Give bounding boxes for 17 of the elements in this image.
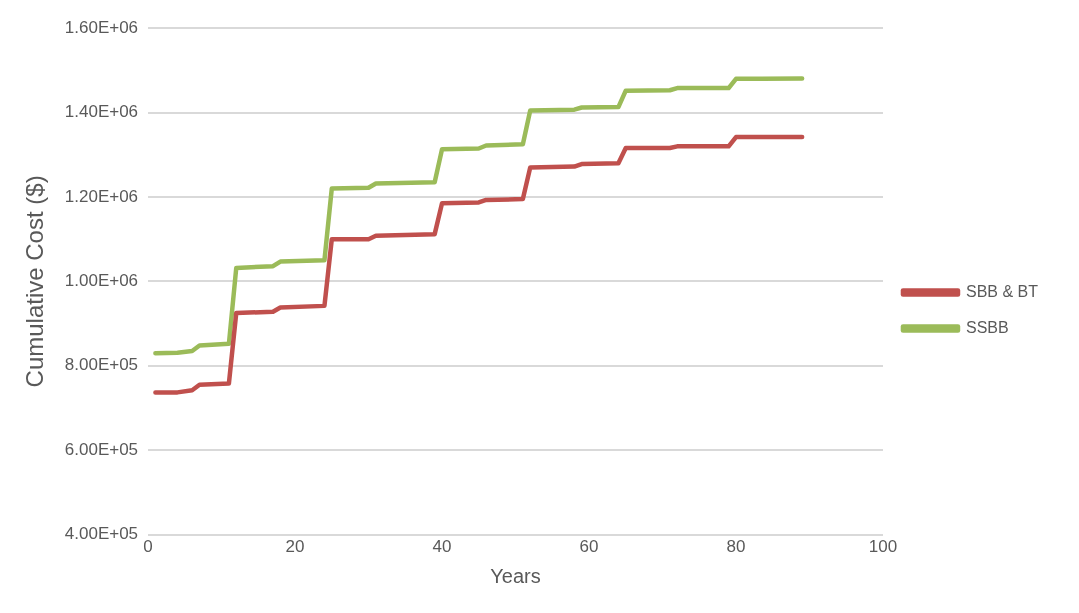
y-tick-label: 8.00E+05 <box>64 355 139 375</box>
x-tick-label: 100 <box>868 537 898 557</box>
legend-label: SBB & BT <box>965 282 1039 300</box>
x-tick-label: 60 <box>579 537 599 557</box>
y-tick-label: 1.60E+06 <box>64 17 139 37</box>
x-tick-label: 0 <box>143 537 153 557</box>
y-tick-label: 4.00E+05 <box>64 524 139 544</box>
x-tick-label: 80 <box>726 537 746 557</box>
y-tick-label: 6.00E+05 <box>64 439 139 459</box>
y-axis-title: Cumulative Cost ($) <box>21 175 49 388</box>
legend-label: SSBB <box>965 318 1009 336</box>
x-tick-label: 20 <box>285 537 305 557</box>
y-tick-label: 1.00E+06 <box>64 271 139 291</box>
x-axis-title: Years <box>490 564 541 587</box>
x-tick-label: 40 <box>432 537 452 557</box>
y-tick-label: 1.20E+06 <box>64 186 139 206</box>
y-tick-label: 1.40E+06 <box>64 102 139 122</box>
